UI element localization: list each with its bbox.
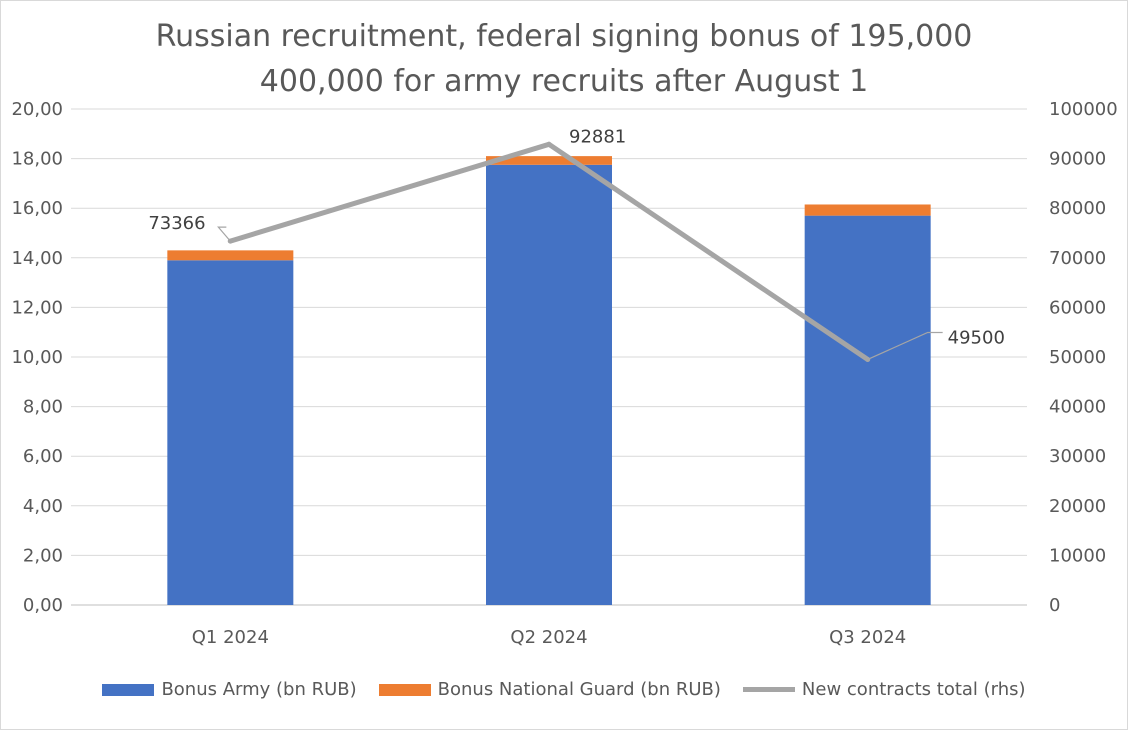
y-right-tick-label: 20000 — [1049, 496, 1106, 517]
y-left-tick-label: 0,00 — [23, 595, 63, 616]
legend-label-bonus-army: Bonus Army (bn RUB) — [161, 679, 357, 700]
y-left-tick-label: 18,00 — [11, 149, 63, 170]
y-right-tick-label: 10000 — [1049, 545, 1106, 566]
y-right-tick-label: 0 — [1049, 595, 1060, 616]
y-right-tick-label: 50000 — [1049, 347, 1106, 368]
legend-swatch-new-contracts — [742, 687, 795, 692]
data-label: 73366 — [148, 213, 205, 234]
bar-bonus-army — [486, 164, 612, 606]
legend-label-new-contracts: New contracts total (rhs) — [801, 679, 1026, 700]
y-right-tick-label: 40000 — [1049, 397, 1106, 418]
y-right-tick-label: 70000 — [1049, 248, 1106, 269]
legend-label-bonus-national-guard: Bonus National Guard (bn RUB) — [437, 679, 721, 700]
bar-bonus-army — [167, 260, 294, 605]
data-label: 49500 — [948, 327, 1005, 348]
legend-swatch-bonus-national-guard — [378, 683, 431, 696]
y-left-tick-label: 8,00 — [23, 397, 63, 418]
y-left-tick-label: 10,00 — [11, 347, 63, 368]
bar-bonus-army — [804, 215, 931, 605]
y-right-tick-label: 60000 — [1049, 297, 1106, 318]
y-left-tick-label: 20,00 — [11, 99, 63, 120]
bar-bonus-national-guard — [486, 156, 612, 165]
y-right-tick-label: 90000 — [1049, 149, 1106, 170]
y-right-tick-label: 100000 — [1049, 99, 1118, 120]
legend-item-bonus-national-guard: Bonus National Guard (bn RUB) — [378, 679, 721, 700]
data-label-leader — [217, 226, 231, 242]
y-right-tick-label: 30000 — [1049, 446, 1106, 467]
data-label: 92881 — [569, 126, 626, 147]
x-tick-label: Q2 2024 — [510, 627, 587, 648]
x-tick-label: Q3 2024 — [829, 627, 906, 648]
y-right-tick-label: 80000 — [1049, 198, 1106, 219]
y-left-tick-label: 4,00 — [23, 496, 63, 517]
legend: Bonus Army (bn RUB) Bonus National Guard… — [1, 679, 1127, 700]
legend-swatch-bonus-army — [102, 683, 155, 696]
data-label-leader — [867, 331, 943, 361]
y-left-tick-label: 2,00 — [23, 545, 63, 566]
chart-title-line-2: 400,000 for army recruits after August 1 — [259, 64, 869, 99]
legend-item-bonus-army: Bonus Army (bn RUB) — [102, 679, 357, 700]
line-point — [546, 141, 552, 147]
x-tick-label: Q1 2024 — [192, 627, 269, 648]
legend-item-new-contracts: New contracts total (rhs) — [742, 679, 1026, 700]
y-left-tick-label: 12,00 — [11, 297, 63, 318]
bar-bonus-national-guard — [167, 250, 294, 261]
y-left-tick-label: 6,00 — [23, 446, 63, 467]
y-left-tick-label: 16,00 — [11, 198, 63, 219]
bar-bonus-national-guard — [804, 204, 931, 216]
y-left-tick-label: 14,00 — [11, 248, 63, 269]
chart-title-line-1: Russian recruitment, federal signing bon… — [155, 19, 973, 54]
